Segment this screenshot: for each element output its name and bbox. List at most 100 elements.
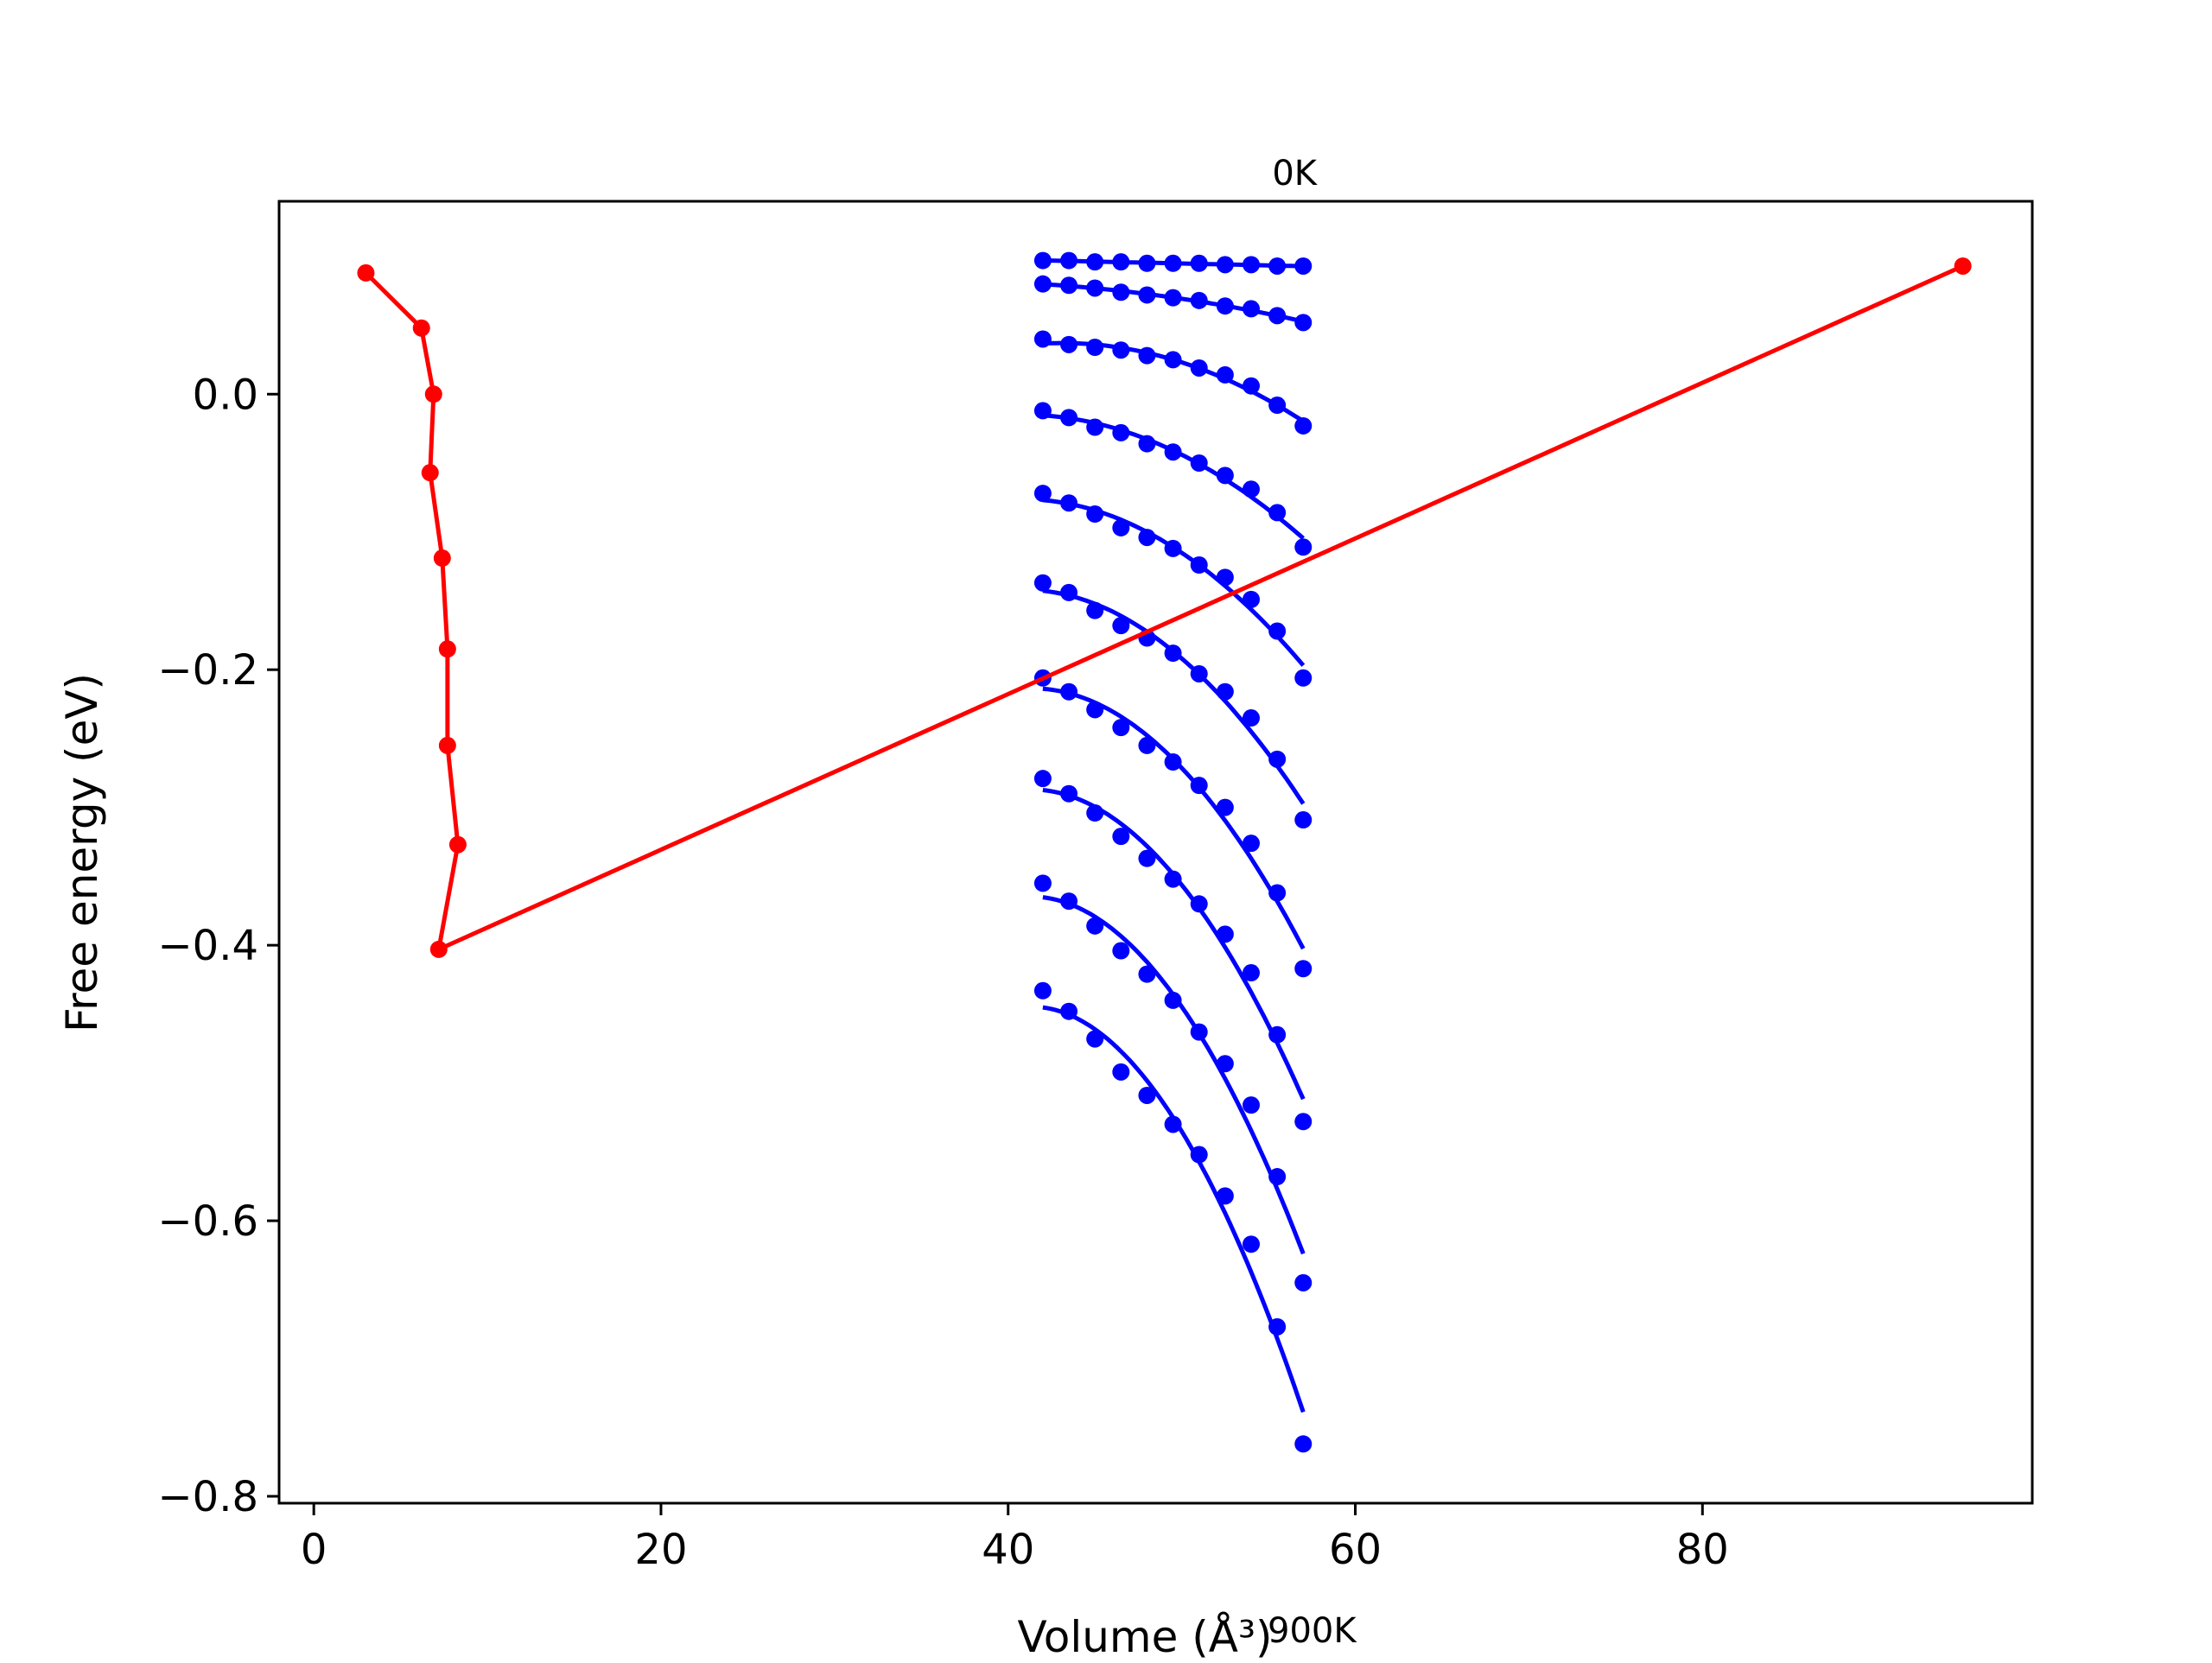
data-point xyxy=(1033,251,1052,270)
data-point xyxy=(1138,965,1156,983)
minimum-path-line xyxy=(364,263,1964,952)
minimum-path-point xyxy=(429,940,448,958)
data-point xyxy=(1138,736,1156,754)
y-tick-label: −0.6 xyxy=(157,1197,258,1246)
data-point xyxy=(1033,981,1052,1000)
x-tick-label: 80 xyxy=(1676,1526,1729,1574)
data-point xyxy=(1268,884,1287,902)
annotations: 0K 900K xyxy=(1268,154,1357,1651)
data-point xyxy=(1138,254,1156,272)
fit-curve-9 xyxy=(1042,895,1306,1255)
data-point xyxy=(1190,359,1208,377)
data-point xyxy=(1216,365,1234,384)
data-point xyxy=(1268,307,1287,325)
data-point xyxy=(1060,1002,1078,1020)
data-point xyxy=(1242,300,1260,318)
data-point xyxy=(1164,1115,1182,1133)
data-point xyxy=(1112,518,1130,536)
data-point xyxy=(1112,253,1130,271)
data-point xyxy=(1216,467,1234,485)
data-point xyxy=(1242,964,1260,982)
data-point xyxy=(1138,435,1156,453)
minimum-path-point xyxy=(424,385,442,403)
data-point xyxy=(1086,505,1104,523)
data-point xyxy=(1112,719,1130,737)
data-point xyxy=(1216,1055,1234,1073)
data-point xyxy=(1216,297,1234,315)
data-point xyxy=(1242,1235,1260,1254)
data-point xyxy=(1294,669,1313,687)
data-point xyxy=(1294,811,1313,829)
fit-curves xyxy=(1042,257,1306,1413)
fit-curve-4 xyxy=(1042,413,1305,540)
data-point xyxy=(1086,1030,1104,1048)
data-point xyxy=(1268,1317,1287,1336)
minimum-path-point xyxy=(412,319,430,337)
data-point xyxy=(1268,397,1287,415)
data-point xyxy=(1294,1113,1313,1131)
data-point xyxy=(1190,556,1208,574)
data-point xyxy=(1190,454,1208,472)
data-point xyxy=(1086,253,1104,271)
data-point xyxy=(1164,289,1182,307)
data-point xyxy=(1138,849,1156,867)
x-axis-ticks: 0 20 40 60 80 xyxy=(301,1503,1729,1574)
fit-curve-5 xyxy=(1042,498,1306,667)
data-point xyxy=(1190,1023,1208,1041)
data-point xyxy=(1190,664,1208,682)
data-point xyxy=(1086,279,1104,297)
data-point xyxy=(1164,254,1182,272)
data-point xyxy=(1033,402,1052,420)
data-point xyxy=(1086,418,1104,436)
data-point xyxy=(1164,644,1182,663)
data-point xyxy=(1190,777,1208,795)
minimum-path-point xyxy=(421,464,439,482)
x-tick-label: 0 xyxy=(301,1526,327,1574)
data-point xyxy=(1216,1187,1234,1205)
minimum-path-point xyxy=(357,263,375,282)
fit-curve-10 xyxy=(1042,1005,1306,1413)
data-point xyxy=(1112,828,1130,846)
data-point xyxy=(1242,480,1260,498)
data-point xyxy=(1138,286,1156,304)
data-point xyxy=(1268,257,1287,275)
data-point xyxy=(1112,1063,1130,1081)
data-point xyxy=(1086,601,1104,619)
data-point xyxy=(1060,494,1078,512)
data-point xyxy=(1242,1096,1260,1114)
data-point xyxy=(1060,682,1078,701)
data-point xyxy=(1190,895,1208,913)
y-axis-label: Free energy (eV) xyxy=(57,673,107,1032)
data-point xyxy=(1060,892,1078,911)
data-point xyxy=(1138,529,1156,547)
data-point xyxy=(1033,330,1052,348)
x-tick-label: 40 xyxy=(982,1526,1034,1574)
data-point xyxy=(1138,346,1156,365)
data-point xyxy=(1294,1435,1313,1453)
data-point xyxy=(1242,256,1260,274)
data-point xyxy=(1216,256,1234,274)
data-point xyxy=(1164,991,1182,1009)
minimum-path-point xyxy=(448,835,467,854)
data-point xyxy=(1164,443,1182,461)
x-tick-label: 60 xyxy=(1329,1526,1382,1574)
y-axis-ticks: 0.0 −0.2 −0.4 −0.6 −0.8 xyxy=(157,371,279,1521)
data-point xyxy=(1242,590,1260,608)
data-point xyxy=(1216,798,1234,816)
data-point xyxy=(1242,835,1260,853)
data-point xyxy=(1294,1273,1313,1292)
data-point xyxy=(1164,753,1182,771)
fit-curve-8 xyxy=(1042,788,1306,1101)
x-tick-label: 20 xyxy=(634,1526,687,1574)
y-tick-label: 0.0 xyxy=(193,371,258,419)
data-point xyxy=(1242,709,1260,727)
data-point xyxy=(1294,416,1313,435)
y-tick-label: −0.8 xyxy=(157,1473,258,1521)
data-point xyxy=(1033,275,1052,293)
minimum-path-point xyxy=(438,736,456,754)
data-point xyxy=(1033,574,1052,592)
data-point xyxy=(1294,257,1313,275)
data-point xyxy=(1242,377,1260,395)
